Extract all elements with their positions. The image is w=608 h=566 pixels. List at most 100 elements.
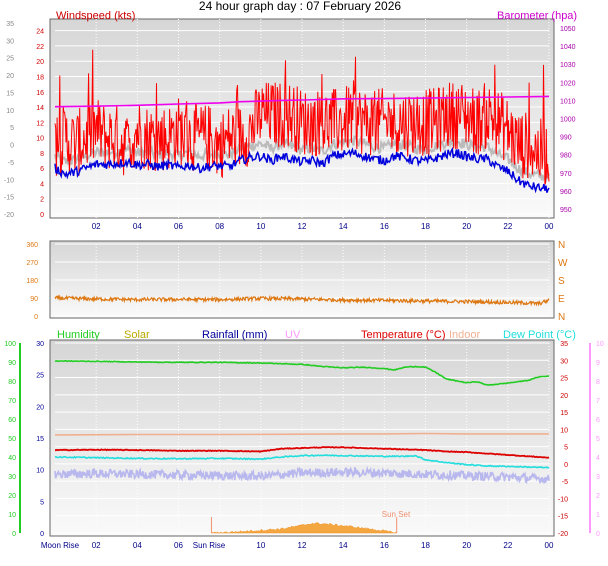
baro-tick: 1010 xyxy=(560,98,576,105)
temp-x-tick-label: 04 xyxy=(133,541,142,550)
temp-x-tick-label: 18 xyxy=(421,541,430,550)
direction-series xyxy=(54,294,550,307)
temp-axes: 35302520151050-5-10-15-20100908070605040… xyxy=(4,341,604,538)
wind-inner-tick: 18 xyxy=(36,74,44,81)
wind-outer-tick: 25 xyxy=(6,56,14,63)
wind-outer-tick: -10 xyxy=(4,177,14,184)
temp-x-tick-label: 22 xyxy=(503,541,512,550)
temp-tick: 35 xyxy=(560,341,568,348)
legend-temperature: Temperature (°C) xyxy=(361,329,445,341)
temp-grid xyxy=(55,342,550,534)
wind-outer-tick: 35 xyxy=(6,21,14,28)
temp-x-tick-label: 10 xyxy=(256,541,265,550)
humidity-tick: 80 xyxy=(8,379,16,386)
temp-tick: -20 xyxy=(558,531,568,538)
temp-legend: Humidity Solar Rainfall (mm) UV Temperature … xyxy=(57,329,576,341)
wind-inner-tick: 24 xyxy=(36,29,44,36)
humidity-tick: 50 xyxy=(8,436,16,443)
humidity-tick: 0 xyxy=(12,531,16,538)
wind-inner-tick: 4 xyxy=(40,181,44,188)
humidity-tick: 100 xyxy=(4,341,16,348)
temperature-line xyxy=(55,446,550,459)
uv-tick: 1 xyxy=(596,512,600,519)
legend-solar: Solar xyxy=(124,329,150,341)
wind-outer-tick: -20 xyxy=(4,212,14,219)
wind-x-tick-label: 02 xyxy=(92,222,101,231)
wind-left-label: Windspeed (kts) xyxy=(56,10,135,22)
baro-tick: 1050 xyxy=(560,26,576,33)
temp-tick: 0 xyxy=(564,462,568,469)
temp-tick: 10 xyxy=(560,427,568,434)
temp-tick: 20 xyxy=(560,393,568,400)
wind-outer-tick: -15 xyxy=(4,195,14,202)
wind-x-tick-label: 00 xyxy=(545,222,554,231)
wind-x-tick-label: 10 xyxy=(256,222,265,231)
dewpoint-line xyxy=(54,454,550,469)
direction-tick: 270 xyxy=(26,260,38,267)
uv-tick: 0 xyxy=(596,531,600,538)
barometer-line xyxy=(54,95,550,108)
rain-tick: 15 xyxy=(36,436,44,443)
wind-grey-line xyxy=(54,134,550,182)
wind-inner-tick: 12 xyxy=(36,120,44,127)
wind-x-ticks: 02 04 06 08 10 12 14 16 18 20 22 00 xyxy=(92,222,554,231)
rain-tick: 30 xyxy=(36,341,44,348)
wind-inner-tick: 8 xyxy=(40,151,44,158)
baro-tick: 990 xyxy=(560,135,572,142)
wind-x-tick-label: 04 xyxy=(133,222,142,231)
annotation-sun-rise: Sun Rise xyxy=(193,541,226,550)
baro-tick: 960 xyxy=(560,189,572,196)
wind-inner-tick: 22 xyxy=(36,44,44,51)
temp-tick: -15 xyxy=(558,514,568,521)
annotation-sun-set: Sun Set xyxy=(382,510,411,519)
temp-panel-bg xyxy=(49,339,555,537)
temp-x-tick-label: 06 xyxy=(174,541,183,550)
temp-x-tick-label: 20 xyxy=(462,541,471,550)
rain-tick: 5 xyxy=(40,499,44,506)
temp-x-tick-label: 16 xyxy=(380,541,389,550)
rain-tick: 20 xyxy=(36,404,44,411)
direction-tick: 0 xyxy=(34,314,38,321)
wind-x-tick-label: 14 xyxy=(339,222,348,231)
temp-x-tick-label: 00 xyxy=(545,541,554,550)
wind-x-tick-label: 12 xyxy=(298,222,307,231)
baro-tick: 1040 xyxy=(560,44,576,51)
baro-tick: 980 xyxy=(560,153,572,160)
direction-compass-label: E xyxy=(558,294,565,305)
humidity-tick: 90 xyxy=(8,360,16,367)
temp-series xyxy=(54,359,550,534)
legend-dewpoint: Dew Point (°C) xyxy=(503,329,576,341)
humidity-line xyxy=(54,359,550,387)
wind-outer-tick: 0 xyxy=(10,143,14,150)
baro-tick: 1030 xyxy=(560,62,576,69)
wind-x-tick-label: 22 xyxy=(503,222,512,231)
direction-compass-label: S xyxy=(558,276,565,287)
direction-tick: 90 xyxy=(30,296,38,303)
wind-x-tick-label: 18 xyxy=(421,222,430,231)
wind-right-label: Barometer (hpa) xyxy=(497,10,577,22)
page-title: 24 hour graph day : 07 February 2026 xyxy=(199,0,401,13)
legend-indoor: Indoor xyxy=(449,329,481,341)
solar-area xyxy=(210,522,397,534)
annotation-moon-rise: Moon Rise xyxy=(41,541,80,550)
wind-outer-tick: 10 xyxy=(6,108,14,115)
wind-outer-tick: -5 xyxy=(8,160,14,167)
legend-humidity: Humidity xyxy=(57,329,100,341)
temp-x-tick-label: 12 xyxy=(298,541,307,550)
direction-tick: 180 xyxy=(26,278,38,285)
uv-tick: 4 xyxy=(596,455,600,462)
uv-tick: 9 xyxy=(596,360,600,367)
wind-outer-tick: 15 xyxy=(6,90,14,97)
wind-inner-tick: 20 xyxy=(36,59,44,66)
uv-tick: 2 xyxy=(596,493,600,500)
temp-tick: 25 xyxy=(560,376,568,383)
wind-inner-tick: 16 xyxy=(36,90,44,97)
humidity-tick: 20 xyxy=(8,493,16,500)
temp-tick: 5 xyxy=(564,445,568,452)
wind-outer-tick: 5 xyxy=(10,125,14,132)
direction-compass-label: N xyxy=(558,312,565,323)
baro-tick: 1000 xyxy=(560,117,576,124)
rain-tick: 25 xyxy=(36,373,44,380)
